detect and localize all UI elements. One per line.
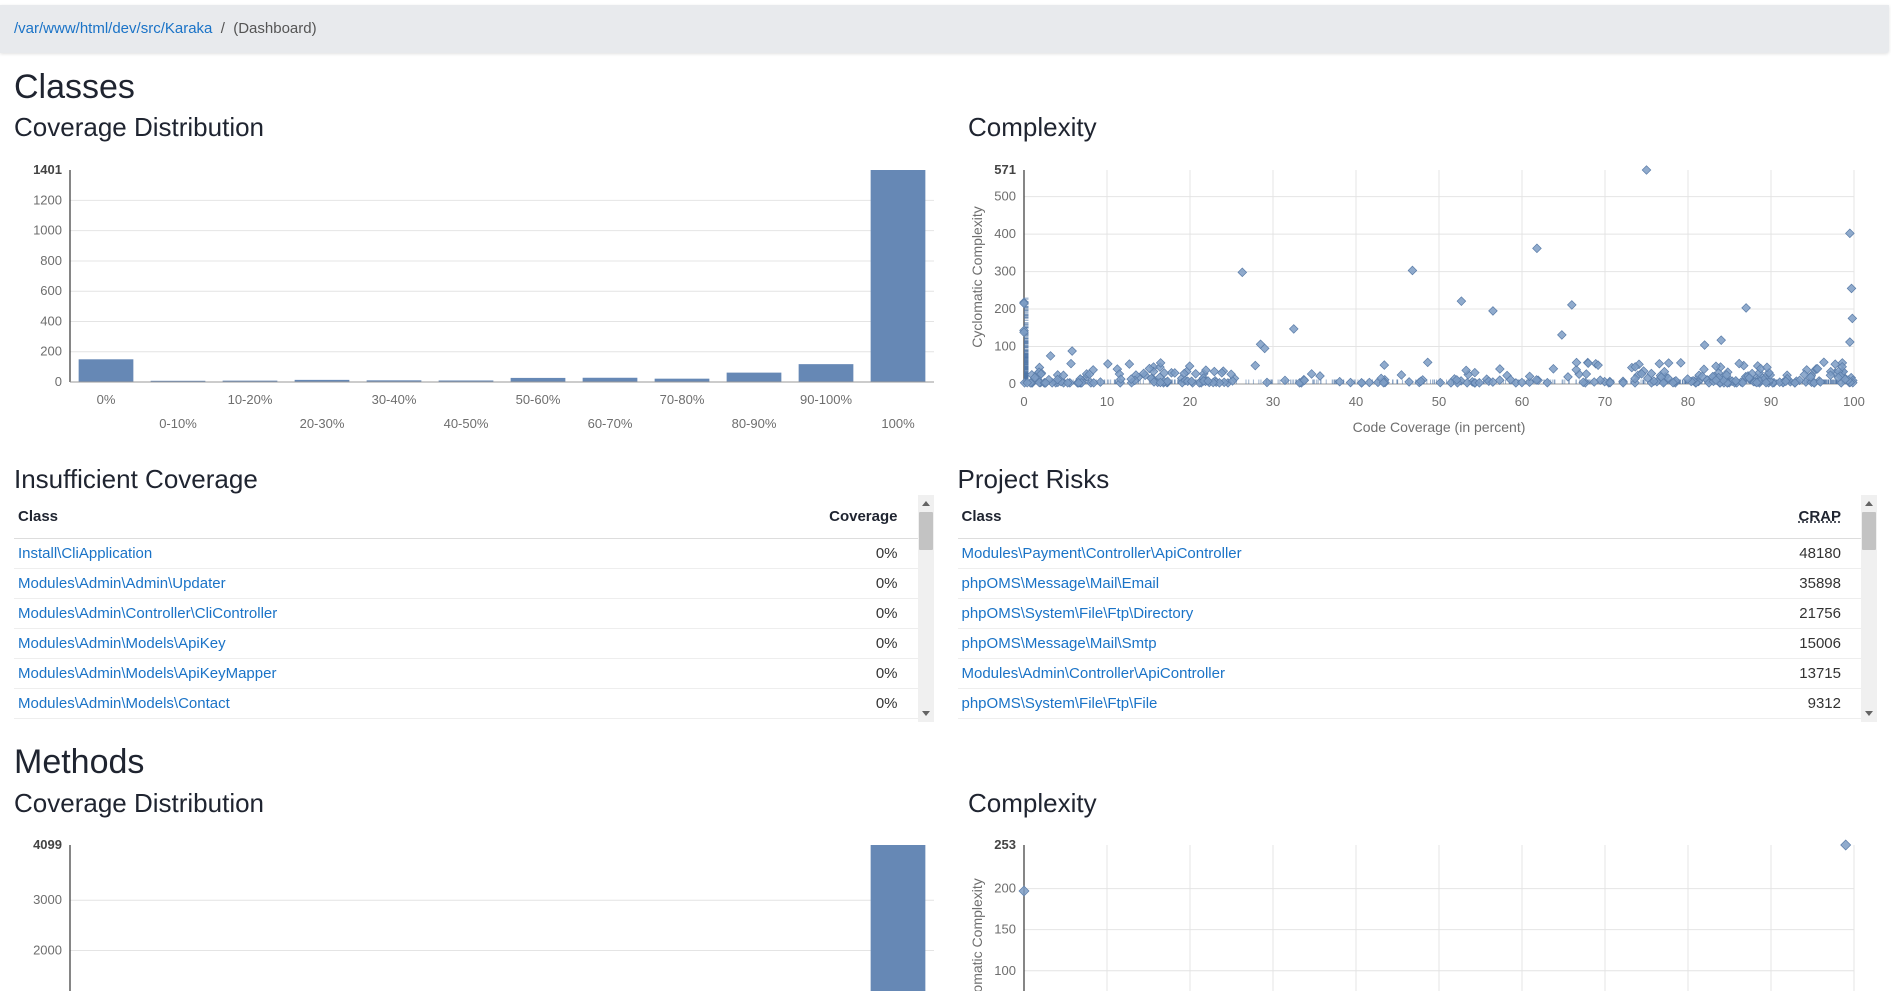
svg-text:100: 100 xyxy=(994,963,1016,978)
svg-text:400: 400 xyxy=(40,313,62,328)
svg-text:400: 400 xyxy=(994,226,1016,241)
svg-text:Cyclomatic Complexity: Cyclomatic Complexity xyxy=(969,206,985,348)
svg-text:200: 200 xyxy=(40,343,62,358)
svg-text:60: 60 xyxy=(1515,394,1529,409)
svg-text:150: 150 xyxy=(994,921,1016,936)
svg-text:500: 500 xyxy=(994,188,1016,203)
svg-text:600: 600 xyxy=(40,283,62,298)
svg-text:90-100%: 90-100% xyxy=(800,392,852,407)
svg-text:Code Coverage (in percent): Code Coverage (in percent) xyxy=(1353,419,1526,435)
svg-text:80-90%: 80-90% xyxy=(732,416,777,431)
svg-text:0: 0 xyxy=(55,374,62,389)
svg-text:0%: 0% xyxy=(97,392,116,407)
svg-text:40-50%: 40-50% xyxy=(444,416,489,431)
svg-text:30: 30 xyxy=(1266,394,1280,409)
svg-text:20: 20 xyxy=(1183,394,1197,409)
svg-text:60-70%: 60-70% xyxy=(588,416,633,431)
svg-text:200: 200 xyxy=(994,880,1016,895)
svg-text:50: 50 xyxy=(1432,394,1446,409)
svg-text:10-20%: 10-20% xyxy=(228,392,273,407)
svg-text:100%: 100% xyxy=(881,416,915,431)
svg-text:80: 80 xyxy=(1681,394,1695,409)
svg-text:70: 70 xyxy=(1598,394,1612,409)
svg-text:253: 253 xyxy=(994,837,1016,852)
svg-text:70-80%: 70-80% xyxy=(660,392,705,407)
svg-text:4099: 4099 xyxy=(33,837,62,852)
svg-text:200: 200 xyxy=(994,301,1016,316)
svg-text:3000: 3000 xyxy=(33,892,62,907)
svg-text:0-10%: 0-10% xyxy=(159,416,197,431)
svg-text:50-60%: 50-60% xyxy=(516,392,561,407)
svg-text:90: 90 xyxy=(1764,394,1778,409)
svg-text:800: 800 xyxy=(40,253,62,268)
svg-text:10: 10 xyxy=(1100,394,1114,409)
svg-text:40: 40 xyxy=(1349,394,1363,409)
svg-text:100: 100 xyxy=(994,338,1016,353)
svg-text:0: 0 xyxy=(1009,376,1016,391)
svg-text:571: 571 xyxy=(994,162,1016,177)
svg-text:0: 0 xyxy=(1020,394,1027,409)
svg-text:2000: 2000 xyxy=(33,942,62,957)
svg-text:1401: 1401 xyxy=(33,162,62,177)
svg-text:1000: 1000 xyxy=(33,222,62,237)
svg-text:100: 100 xyxy=(1843,394,1865,409)
svg-text:300: 300 xyxy=(994,263,1016,278)
svg-text:30-40%: 30-40% xyxy=(372,392,417,407)
svg-text:20-30%: 20-30% xyxy=(300,416,345,431)
svg-text:Cyclomatic Complexity: Cyclomatic Complexity xyxy=(969,878,985,991)
svg-text:1200: 1200 xyxy=(33,192,62,207)
